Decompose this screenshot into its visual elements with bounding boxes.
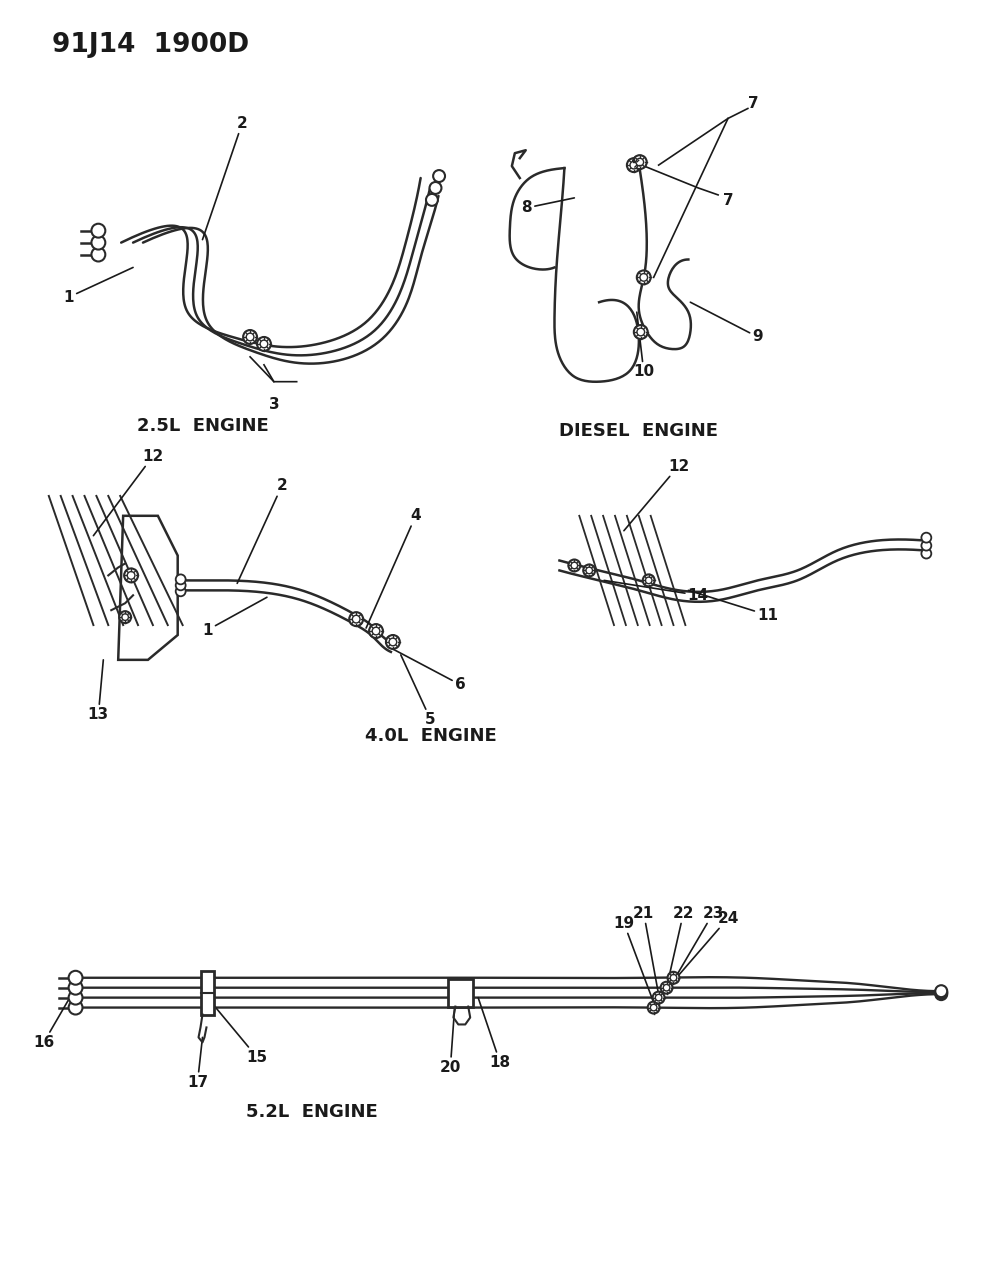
Circle shape [637, 328, 644, 335]
Circle shape [122, 613, 129, 621]
Bar [200, 970, 214, 1015]
Text: 3: 3 [269, 397, 279, 412]
Text: 18: 18 [478, 997, 510, 1070]
Circle shape [127, 571, 135, 579]
Circle shape [922, 533, 932, 543]
Circle shape [936, 986, 947, 998]
Circle shape [349, 612, 363, 626]
Text: 2: 2 [202, 116, 248, 240]
Circle shape [243, 330, 257, 344]
Text: 20: 20 [440, 997, 461, 1075]
Text: 7: 7 [747, 96, 758, 111]
Text: 22: 22 [667, 905, 694, 988]
Text: 11: 11 [689, 590, 778, 622]
Text: 5: 5 [400, 655, 436, 727]
Text: 13: 13 [88, 660, 109, 722]
Circle shape [68, 1001, 82, 1015]
Circle shape [633, 156, 647, 170]
Circle shape [584, 565, 596, 576]
Circle shape [648, 1002, 660, 1014]
Circle shape [429, 182, 441, 194]
Text: 1: 1 [63, 268, 133, 305]
Circle shape [124, 569, 138, 583]
Circle shape [586, 567, 593, 574]
Circle shape [373, 627, 380, 635]
Circle shape [663, 984, 670, 991]
Text: 12: 12 [93, 449, 164, 536]
Text: 8: 8 [521, 198, 575, 215]
Circle shape [261, 340, 268, 348]
Text: 24: 24 [677, 910, 738, 978]
Circle shape [247, 333, 254, 340]
Text: 14: 14 [605, 580, 709, 603]
Text: DIESEL  ENGINE: DIESEL ENGINE [559, 422, 718, 440]
Text: 2.5L  ENGINE: 2.5L ENGINE [137, 417, 269, 435]
Circle shape [637, 270, 651, 284]
Circle shape [922, 541, 932, 551]
Circle shape [636, 158, 643, 166]
Circle shape [655, 994, 662, 1001]
Text: 16: 16 [34, 988, 75, 1049]
Circle shape [119, 611, 131, 623]
Circle shape [650, 1005, 657, 1011]
Circle shape [670, 974, 677, 980]
Circle shape [653, 992, 665, 1003]
Circle shape [571, 562, 578, 569]
Circle shape [645, 578, 652, 584]
Text: 7: 7 [722, 194, 733, 208]
Circle shape [640, 274, 647, 282]
Text: 23: 23 [674, 905, 723, 980]
Text: 4: 4 [366, 509, 421, 629]
Circle shape [175, 575, 185, 584]
Text: 91J14  1900D: 91J14 1900D [52, 32, 249, 57]
Circle shape [630, 161, 637, 168]
Circle shape [91, 247, 105, 261]
Text: 10: 10 [633, 312, 654, 379]
Circle shape [426, 194, 438, 205]
Circle shape [257, 337, 271, 351]
Text: 4.0L  ENGINE: 4.0L ENGINE [365, 727, 496, 746]
Circle shape [668, 972, 680, 984]
Circle shape [634, 325, 648, 339]
Text: 9: 9 [691, 302, 763, 344]
Text: 12: 12 [624, 459, 689, 530]
Circle shape [68, 980, 82, 994]
Text: 5.2L  ENGINE: 5.2L ENGINE [246, 1103, 378, 1121]
Text: 17: 17 [187, 1038, 208, 1090]
Circle shape [175, 580, 185, 590]
Circle shape [175, 586, 185, 597]
Circle shape [389, 639, 396, 646]
Circle shape [68, 991, 82, 1005]
Circle shape [91, 223, 105, 237]
Text: 21: 21 [633, 905, 659, 995]
Text: 19: 19 [613, 915, 654, 1002]
Circle shape [385, 635, 399, 649]
Circle shape [936, 987, 947, 1000]
Bar [448, 979, 473, 1006]
Text: 6: 6 [388, 646, 466, 692]
Circle shape [569, 560, 581, 571]
Circle shape [627, 158, 641, 172]
Circle shape [68, 970, 82, 984]
Circle shape [91, 236, 105, 250]
Text: 2: 2 [237, 478, 287, 584]
Text: 1: 1 [202, 597, 267, 638]
Circle shape [922, 548, 932, 558]
Circle shape [353, 616, 360, 623]
Text: 15: 15 [207, 997, 268, 1065]
Circle shape [661, 982, 673, 993]
Circle shape [936, 986, 947, 997]
Circle shape [936, 988, 947, 1000]
Circle shape [433, 170, 445, 182]
Circle shape [369, 623, 383, 638]
Circle shape [643, 575, 655, 586]
